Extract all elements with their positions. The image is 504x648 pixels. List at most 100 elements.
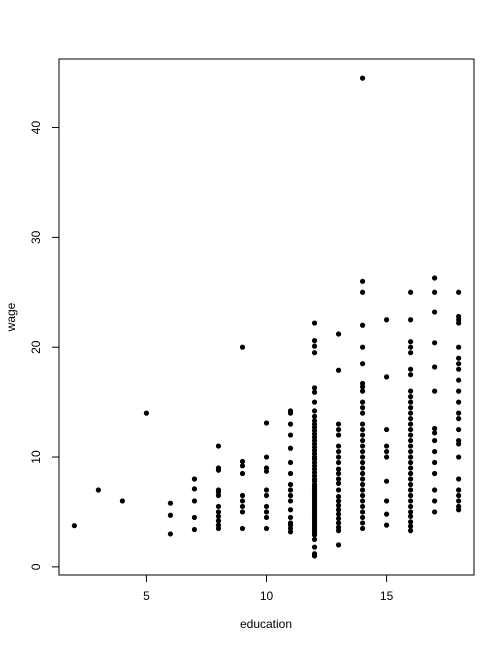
- point: [456, 503, 462, 510]
- point: [215, 518, 222, 524]
- point: [167, 512, 174, 518]
- point: [287, 492, 294, 499]
- point: [239, 498, 246, 504]
- point: [456, 437, 462, 444]
- point: [359, 509, 366, 515]
- point: [215, 513, 222, 519]
- point: [407, 437, 414, 444]
- point: [311, 544, 318, 550]
- point: [456, 313, 462, 320]
- point: [383, 511, 390, 517]
- point: [407, 470, 414, 477]
- point: [335, 493, 342, 500]
- point: [335, 470, 342, 477]
- point: [287, 507, 294, 513]
- point: [311, 413, 318, 419]
- y-tick-label: 30: [29, 230, 43, 244]
- point: [359, 487, 366, 493]
- point: [456, 454, 462, 460]
- x-tick-label: 5: [143, 589, 150, 603]
- point: [311, 536, 318, 543]
- point: [456, 492, 462, 499]
- point: [263, 454, 270, 460]
- point: [311, 320, 318, 326]
- point: [407, 481, 414, 488]
- point: [359, 437, 366, 444]
- point: [432, 448, 438, 455]
- point: [432, 430, 438, 436]
- point: [335, 331, 342, 337]
- point: [215, 509, 222, 515]
- point: [407, 498, 414, 504]
- point: [407, 459, 414, 466]
- point: [359, 443, 366, 449]
- point: [407, 432, 414, 438]
- point: [407, 394, 414, 400]
- point: [335, 498, 342, 504]
- point: [432, 487, 438, 493]
- point: [407, 366, 414, 372]
- point: [215, 522, 222, 528]
- point: [335, 542, 342, 548]
- point: [335, 466, 342, 472]
- point: [335, 511, 342, 517]
- point: [167, 500, 174, 506]
- point: [287, 421, 294, 427]
- point: [432, 437, 438, 444]
- point: [335, 454, 342, 460]
- point: [456, 410, 462, 416]
- point: [407, 454, 414, 460]
- point: [432, 340, 438, 346]
- point: [407, 487, 414, 493]
- point: [407, 410, 414, 416]
- point: [407, 492, 414, 499]
- point: [335, 426, 342, 433]
- point: [263, 525, 270, 532]
- point: [359, 421, 366, 427]
- point: [335, 448, 342, 455]
- point: [71, 523, 77, 529]
- point: [311, 418, 318, 424]
- point: [359, 514, 366, 521]
- point: [239, 525, 246, 532]
- point: [383, 426, 390, 433]
- point: [456, 289, 462, 295]
- y-tick-label: 0: [29, 563, 43, 570]
- point: [335, 502, 342, 508]
- point: [191, 526, 198, 533]
- point: [432, 289, 438, 295]
- point: [407, 339, 414, 345]
- point: [456, 476, 462, 482]
- point: [407, 509, 414, 515]
- point: [335, 421, 342, 427]
- point: [432, 425, 438, 432]
- point: [456, 355, 462, 361]
- point: [335, 480, 342, 486]
- point: [359, 426, 366, 433]
- point: [311, 389, 318, 395]
- point: [407, 372, 414, 378]
- point: [407, 465, 414, 471]
- point: [359, 289, 366, 295]
- point: [215, 503, 222, 510]
- point: [359, 278, 366, 284]
- point: [359, 492, 366, 499]
- point: [383, 498, 390, 504]
- point: [335, 432, 342, 438]
- point: [407, 415, 414, 422]
- point: [359, 476, 366, 482]
- point: [359, 388, 366, 394]
- point: [311, 408, 318, 414]
- point: [407, 388, 414, 394]
- point: [335, 459, 342, 466]
- point: [432, 388, 438, 394]
- y-tick-label: 20: [29, 340, 43, 354]
- point: [335, 520, 342, 526]
- point: [456, 498, 462, 504]
- point: [191, 476, 198, 482]
- point: [432, 309, 438, 315]
- y-tick-label: 10: [29, 450, 43, 464]
- point: [287, 487, 294, 493]
- point: [335, 524, 342, 530]
